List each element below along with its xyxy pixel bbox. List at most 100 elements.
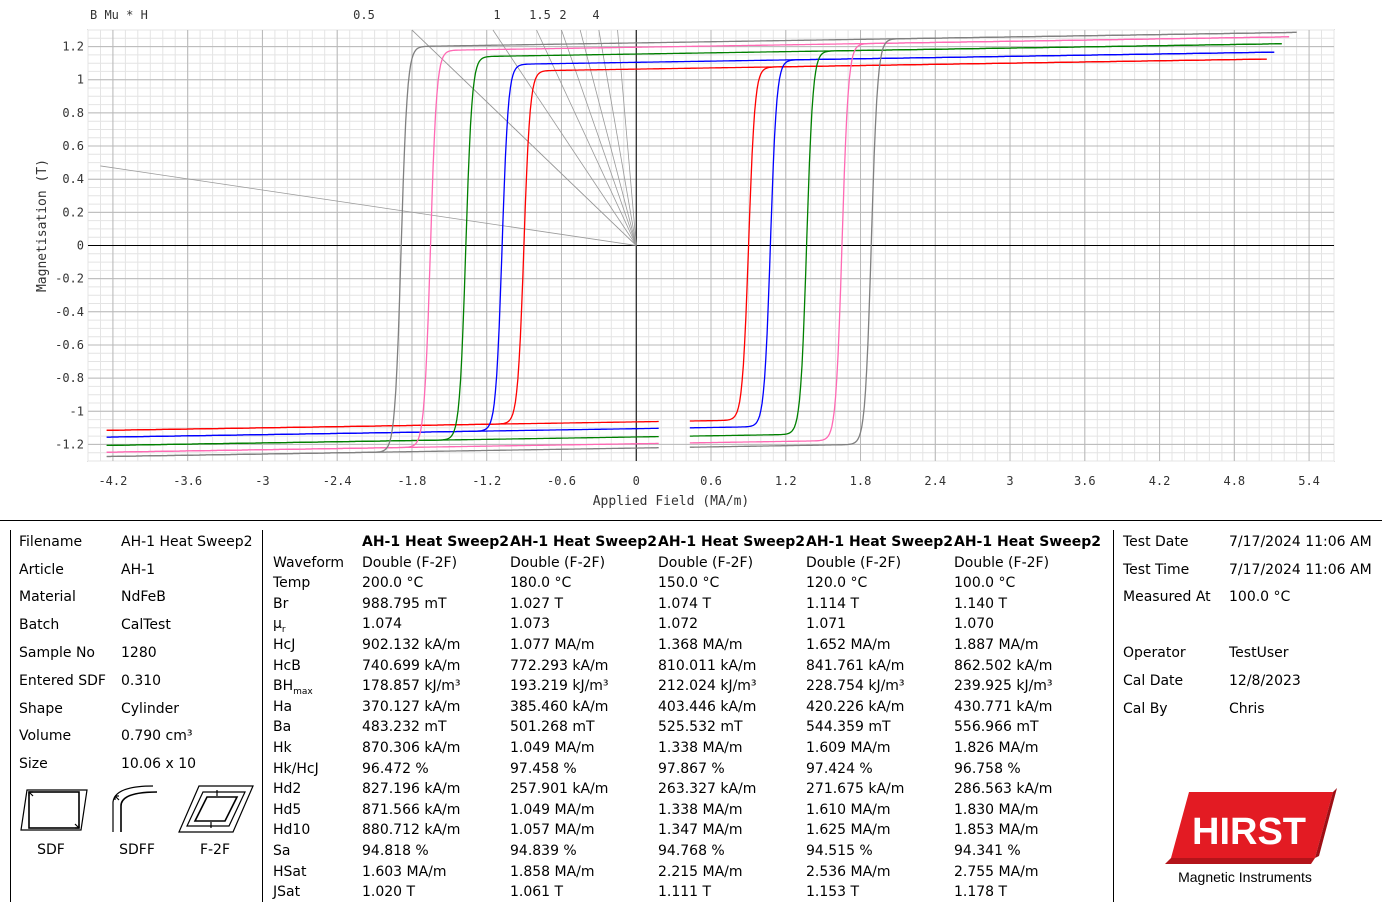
- result-value: 1.368 MA/m: [658, 636, 743, 653]
- result-row: Sa 94.818 % 94.839 % 94.768 % 94.515 % 94.341…: [273, 841, 1102, 862]
- info-value: Chris: [1229, 700, 1265, 717]
- result-value: 2.215 MA/m: [658, 863, 743, 880]
- info-value: 0.310: [121, 672, 162, 689]
- result-label: Ba: [273, 719, 292, 736]
- y-tick-label: 0.4: [62, 172, 84, 186]
- x-tick-label: 0: [633, 474, 640, 488]
- result-value: 1.625 MA/m: [806, 822, 891, 839]
- result-value: 1.077 MA/m: [510, 636, 595, 653]
- chart-svg: -4.2 -3.6 -3 -2.4 -1.8 -1.2 -0.6 0 0.6 1.2 1.8 2.4 3…: [35, 8, 1335, 509]
- result-value: 178.857 kJ/m³: [362, 678, 461, 695]
- result-header: AH-1 Heat Sweep2: [362, 534, 509, 550]
- y-tick-label: 0.6: [62, 139, 84, 153]
- result-value: 1.826 MA/m: [954, 739, 1039, 756]
- info-value: 10.06 x 10: [121, 756, 197, 773]
- x-tick-label: 5.4: [1298, 474, 1320, 488]
- result-row: HcJ 902.132 kA/m 1.077 MA/m 1.368 MA/m 1.652…: [273, 635, 1102, 656]
- x-tick-label: -2.4: [323, 474, 352, 488]
- result-value: 1.071: [806, 616, 847, 633]
- result-label: Sa: [273, 842, 291, 859]
- x-tick-label: -1.2: [472, 474, 501, 488]
- result-header: AH-1 Heat Sweep2: [510, 534, 657, 550]
- result-label: JSat: [273, 884, 301, 901]
- result-value: 2.755 MA/m: [954, 863, 1039, 880]
- result-header: AH-1 Heat Sweep2: [806, 534, 953, 550]
- y-tick-label: -0.4: [55, 305, 84, 319]
- info-label: Measured At: [1123, 589, 1211, 606]
- result-value: 286.563 kA/m: [954, 781, 1053, 798]
- result-value: 193.219 kJ/m³: [510, 678, 609, 695]
- info-row: Volume 0.790 cm³: [19, 723, 253, 751]
- result-value: 96.758 %: [954, 760, 1021, 777]
- info-value: TestUser: [1229, 645, 1289, 662]
- result-value: 556.966 mT: [954, 719, 1039, 736]
- result-value: 1.858 MA/m: [510, 863, 595, 880]
- result-value: 1.887 MA/m: [954, 636, 1039, 653]
- result-label: Hd10: [273, 822, 311, 839]
- x-tick-label: 4.8: [1223, 474, 1245, 488]
- header-blank: [273, 532, 362, 553]
- info-label: Entered SDF: [19, 672, 106, 689]
- y-tick-label: 0.2: [62, 205, 84, 219]
- result-value: 1.610 MA/m: [806, 801, 891, 818]
- info-label: Article: [19, 561, 64, 578]
- info-row: Filename AH-1 Heat Sweep2: [19, 528, 253, 556]
- info-value: 12/8/2023: [1229, 672, 1301, 689]
- result-label: HSat: [273, 863, 307, 880]
- info-value: Cylinder: [121, 700, 179, 717]
- load-line: [411, 29, 637, 246]
- x-tick-label: -4.2: [98, 474, 127, 488]
- y-tick-label: -1.2: [55, 437, 84, 451]
- info-row: Operator TestUser: [1123, 639, 1372, 667]
- hirst-logo: HIRST Magnetic Instruments: [1165, 788, 1337, 885]
- result-value: 97.458 %: [510, 760, 577, 777]
- sample-info-table: Filename AH-1 Heat Sweep2 Article AH-1 Mater…: [19, 528, 253, 778]
- result-value: 120.0 °C: [806, 575, 868, 592]
- result-row: Temp 200.0 °C 180.0 °C 150.0 °C 120.0 °C 100.…: [273, 573, 1102, 594]
- series-line-lower: [106, 427, 659, 438]
- series-line-lower: [106, 442, 659, 453]
- result-value: 94.515 %: [806, 842, 873, 859]
- result-label: Hd5: [273, 801, 302, 818]
- result-value: 96.472 %: [362, 760, 429, 777]
- y-tick-label: -1: [70, 404, 84, 418]
- result-value: 2.536 MA/m: [806, 863, 891, 880]
- result-value: 988.795 mT: [362, 595, 447, 612]
- result-label: Hk: [273, 739, 292, 756]
- result-row: Waveform Double (F-2F) Double (F-2F) Double…: [273, 553, 1102, 574]
- result-value: 810.011 kA/m: [658, 657, 757, 674]
- sdf-icon: [20, 789, 88, 831]
- logo-brand: HIRST: [1192, 811, 1306, 853]
- result-value: 1.652 MA/m: [806, 636, 891, 653]
- y-axis-label: Magnetisation (T): [35, 159, 50, 292]
- series-line-lower: [689, 43, 1282, 437]
- result-row: Ha 370.127 kA/m 385.460 kA/m 403.446 kA/m 42…: [273, 697, 1102, 718]
- y-tick-label: 1.2: [62, 40, 84, 54]
- series-line-lower: [106, 447, 659, 458]
- x-tick-label: 0.6: [700, 474, 722, 488]
- info-label: [1123, 611, 1229, 639]
- result-value: 1.111 T: [658, 884, 712, 901]
- result-value: 1.338 MA/m: [658, 801, 743, 818]
- series-line-lower: [689, 36, 1290, 444]
- result-value: 1.609 MA/m: [806, 739, 891, 756]
- result-value: 1.020 T: [362, 884, 416, 901]
- result-header: AH-1 Heat Sweep2: [954, 534, 1101, 550]
- load-line: [100, 165, 637, 246]
- result-label: Temp: [273, 575, 311, 592]
- info-label: Cal By: [1123, 700, 1168, 717]
- result-value: 1.074 T: [658, 595, 712, 612]
- result-value: 385.460 kA/m: [510, 698, 609, 715]
- load-line-label: 1.5: [529, 8, 551, 22]
- result-value: 1.073: [510, 616, 551, 633]
- result-value: Double (F-2F): [806, 554, 902, 571]
- info-row: Entered SDF 0.310: [19, 667, 253, 695]
- result-row: Hd10 880.712 kA/m 1.057 MA/m 1.347 MA/m 1.62…: [273, 820, 1102, 841]
- load-line-label: 1: [493, 8, 500, 22]
- load-line: [617, 29, 637, 246]
- result-value: 94.341 %: [954, 842, 1021, 859]
- result-value: 420.226 kA/m: [806, 698, 905, 715]
- x-tick-label: -3: [255, 474, 269, 488]
- info-value: 7/17/2024 11:06 AM: [1229, 533, 1372, 550]
- result-row: BHmax 178.857 kJ/m³ 193.219 kJ/m³ 212.024 k…: [273, 676, 1102, 697]
